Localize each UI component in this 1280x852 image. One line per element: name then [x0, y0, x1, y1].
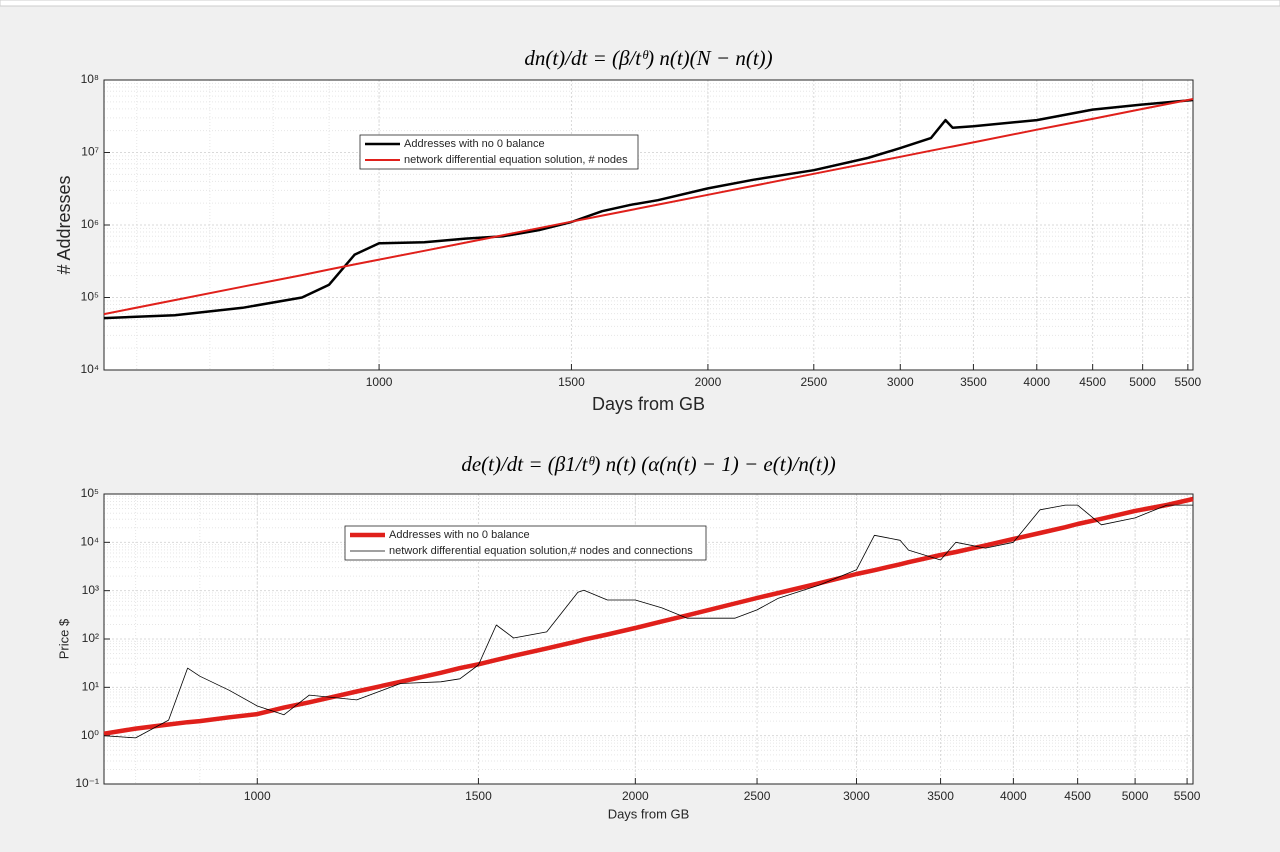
y-tick-label: 10⁷ [81, 145, 99, 159]
x-tick-label: 3500 [960, 375, 987, 389]
legend-label: Addresses with no 0 balance [404, 138, 545, 150]
x-tick-label: 2500 [744, 789, 771, 803]
chart-title: de(t)/dt = (β1/tᶿ) n(t) (α(n(t) − 1) − e… [461, 452, 835, 476]
plot-frame [103, 493, 1194, 785]
y-axis-label: # Addresses [54, 175, 74, 274]
y-tick-label: 10⁵ [81, 486, 99, 500]
x-tick-label: 4500 [1064, 789, 1091, 803]
y-tick-label: 10² [82, 631, 99, 645]
y-tick-label: 10¹ [82, 680, 99, 694]
series-line [103, 98, 1194, 316]
series-line [103, 504, 1193, 739]
x-tick-label: 3500 [927, 789, 954, 803]
y-tick-label: 10⁰ [81, 728, 99, 742]
series-line [103, 496, 1194, 736]
legend-box [344, 525, 707, 561]
series-line [103, 98, 1194, 320]
window-strip [0, 0, 1280, 7]
x-tick-label: 1000 [244, 789, 271, 803]
y-tick-label: 10⁴ [80, 535, 99, 549]
y-tick-label: 10⁻¹ [75, 776, 99, 790]
x-tick-label: 5500 [1174, 789, 1201, 803]
y-axis-label: Price $ [56, 618, 71, 659]
plot-frame [103, 79, 1194, 371]
x-axis-label: Days from GB [608, 806, 690, 821]
chart-title: dn(t)/dt = (β/tᶿ) n(t)(N − n(t)) [524, 46, 772, 70]
x-tick-label: 4000 [1023, 375, 1050, 389]
y-tick-label: 10⁵ [81, 290, 99, 304]
y-tick-label: 10³ [82, 583, 99, 597]
legend-label: network differential equation solution, … [404, 154, 628, 166]
x-tick-label: 2500 [800, 375, 827, 389]
x-tick-label: 5000 [1129, 375, 1156, 389]
y-tick-label: 10⁸ [81, 72, 99, 86]
x-tick-label: 2000 [622, 789, 649, 803]
x-tick-label: 4000 [1000, 789, 1027, 803]
legend-box [359, 134, 639, 170]
legend-label: Addresses with no 0 balance [389, 529, 530, 541]
x-tick-label: 1000 [366, 375, 393, 389]
x-axis-label: Days from GB [592, 394, 705, 414]
x-tick-label: 4500 [1079, 375, 1106, 389]
x-tick-label: 3000 [843, 789, 870, 803]
y-tick-label: 10⁶ [81, 217, 99, 231]
x-tick-label: 5500 [1175, 375, 1202, 389]
y-tick-label: 10⁴ [80, 362, 99, 376]
x-tick-label: 5000 [1122, 789, 1149, 803]
x-tick-label: 2000 [695, 375, 722, 389]
x-tick-label: 3000 [887, 375, 914, 389]
x-tick-label: 1500 [465, 789, 492, 803]
x-tick-label: 1500 [558, 375, 585, 389]
legend-label: network differential equation solution,#… [389, 545, 693, 557]
